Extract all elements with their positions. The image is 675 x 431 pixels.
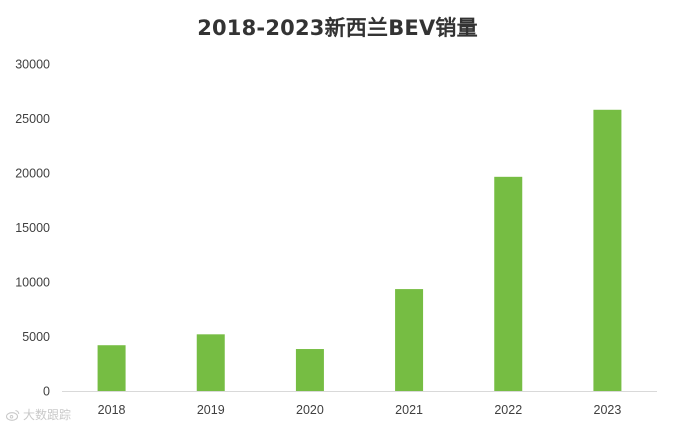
y-tick-label: 25000 (15, 112, 50, 126)
bars (97, 109, 622, 391)
bar-2020 (295, 349, 324, 391)
bar-2019 (196, 334, 225, 391)
watermark: 大数跟踪 (6, 406, 71, 423)
y-axis: 0 5000 10000 15000 20000 25000 30000 (15, 58, 50, 399)
y-tick-label: 0 (43, 385, 50, 399)
chart-title: 2018-2023新西兰BEV销量 (197, 16, 478, 40)
x-tick-label: 2020 (296, 403, 324, 417)
x-tick-label: 2018 (98, 403, 126, 417)
y-tick-label: 5000 (22, 330, 50, 344)
y-tick-label: 20000 (15, 167, 50, 181)
bar-2023 (593, 109, 622, 391)
sina-weibo-icon (6, 409, 20, 421)
x-tick-label: 2019 (197, 403, 225, 417)
watermark-text: 大数跟踪 (23, 408, 72, 422)
y-tick-label: 15000 (15, 221, 50, 235)
y-tick-label: 30000 (15, 58, 50, 72)
x-tick-label: 2021 (395, 403, 423, 417)
bar-2022 (494, 176, 523, 391)
x-tick-label: 2022 (494, 403, 522, 417)
x-tick-label: 2023 (594, 403, 622, 417)
bar-2018 (97, 345, 126, 391)
y-tick-label: 10000 (15, 276, 50, 290)
x-axis: 2018 2019 2020 2021 2022 2023 (98, 403, 622, 417)
bar-2021 (395, 289, 424, 391)
